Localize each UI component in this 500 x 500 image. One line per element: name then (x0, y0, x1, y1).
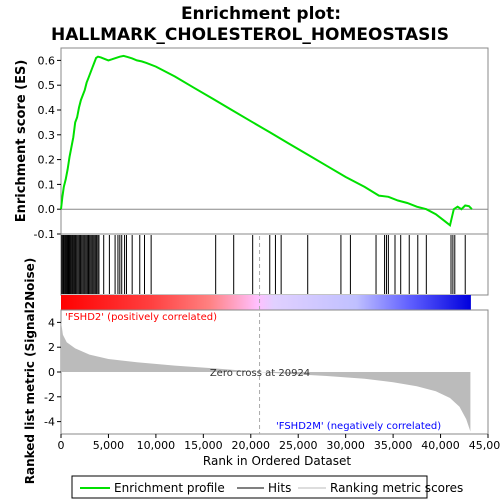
positive-correlation-label: 'FSHD2' (positively correlated) (65, 312, 217, 323)
legend-label-enrichment-profile: Enrichment profile (114, 481, 225, 495)
x-tick-label: 10,000 (137, 439, 176, 452)
x-tick-label: 40,000 (421, 439, 460, 452)
ranking-gradient-bar (61, 295, 471, 310)
es-y-tick-label: 0.5 (38, 79, 56, 92)
metric-y-tick-label: 2 (48, 341, 55, 354)
es-y-tick-label: 0.0 (38, 203, 56, 216)
x-axis: 0 5,000 10,000 15,000 20,000 25,000 30,000 35,0… (58, 434, 500, 452)
ranking-metric-area (61, 321, 471, 432)
x-tick-label: 0 (58, 439, 65, 452)
x-tick-label: 25,000 (279, 439, 318, 452)
hits-marks (61, 235, 466, 294)
es-y-axis: -0.1 0.0 0.1 0.2 0.3 0.4 0.5 0.6 (34, 54, 61, 241)
es-y-tick-label: 0.6 (38, 54, 56, 67)
enrichment-profile-line (60, 54, 473, 228)
legend-box (71, 475, 428, 499)
metric-y-tick-label: 0 (48, 366, 55, 379)
negative-correlation-label: 'FSHD2M' (negatively correlated) (276, 421, 441, 432)
es-y-tick-label: 0.1 (38, 178, 56, 191)
es-y-tick-label: 0.3 (38, 129, 56, 142)
metric-y-axis: -4 -2 0 2 4 (44, 316, 61, 429)
legend-label-hits: Hits (268, 481, 291, 495)
metric-y-tick-label: 4 (48, 316, 55, 329)
metric-y-axis-label: Ranked list metric (Signal2Noise) (23, 258, 37, 485)
x-tick-label: 15,000 (184, 439, 223, 452)
metric-y-tick-label: -4 (44, 416, 55, 429)
es-y-tick-label: 0.4 (38, 104, 56, 117)
es-y-axis-label: Enrichment score (ES) (14, 60, 29, 223)
chart-title-line-2: HALLMARK_CHOLESTEROL_HOMEOSTASIS (51, 25, 449, 45)
x-axis-label: Rank in Ordered Dataset (203, 454, 351, 468)
es-panel-frame (60, 47, 489, 235)
x-tick-label: 20,000 (232, 439, 271, 452)
x-tick-label: 45,000 (469, 439, 500, 452)
zero-cross-label: Zero cross at 20924 (210, 368, 310, 379)
x-tick-label: 35,000 (374, 439, 413, 452)
es-y-tick-label: -0.1 (34, 228, 55, 241)
x-tick-label: 30,000 (326, 439, 365, 452)
es-y-tick-label: 0.2 (38, 154, 56, 167)
legend-label-ranking-metric-scores: Ranking metric scores (330, 481, 463, 495)
chart-title-line-1: Enrichment plot: (181, 4, 341, 24)
metric-y-tick-label: -2 (44, 391, 55, 404)
x-tick-label: 5,000 (93, 439, 125, 452)
